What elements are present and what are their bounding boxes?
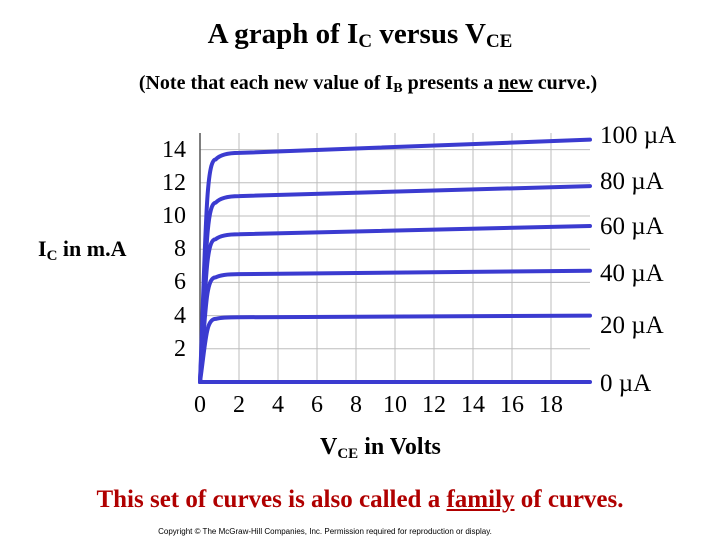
curve-label: 80 µA xyxy=(600,168,664,195)
chart-note: (Note that each new value of IB presents… xyxy=(138,72,598,96)
copyright-notice: Copyright © The McGraw-Hill Companies, I… xyxy=(158,527,492,536)
y-tick-label: 4 xyxy=(174,302,186,329)
y-tick-label: 10 xyxy=(162,203,186,229)
x-tick-label: 0 xyxy=(194,392,206,418)
x-tick-label: 10 xyxy=(383,392,407,418)
y-tick-label: 8 xyxy=(174,236,186,263)
x-tick-label: 18 xyxy=(539,392,563,418)
curve-label: 100 µA xyxy=(600,122,677,149)
y-tick-label: 6 xyxy=(174,269,186,296)
curve-label: 60 µA xyxy=(600,213,664,240)
curve-label: 20 µA xyxy=(600,312,664,339)
chart-title: A graph of IC versus VCE xyxy=(207,18,513,52)
y-tick-label: 2 xyxy=(174,335,186,362)
x-tick-label: 2 xyxy=(233,392,245,418)
x-tick-label: 4 xyxy=(272,392,284,418)
y-axis-label: IC in m.A xyxy=(38,236,127,264)
curve-label: 40 µA xyxy=(600,260,664,287)
x-axis-label: VCE in Volts xyxy=(320,434,441,462)
curve-3 xyxy=(198,268,592,384)
x-tick-label: 8 xyxy=(350,392,362,418)
footer-caption: This set of curves is also called a fami… xyxy=(96,486,624,513)
x-tick-label: 12 xyxy=(422,392,446,418)
y-tick-label: 12 xyxy=(162,169,186,196)
y-tick-label: 14 xyxy=(162,136,186,163)
curve-4 xyxy=(198,313,592,384)
x-tick-label: 16 xyxy=(500,392,524,418)
x-tick-label: 14 xyxy=(461,392,485,418)
x-tick-label: 6 xyxy=(311,392,323,418)
curve-label: 0 µA xyxy=(600,370,652,397)
